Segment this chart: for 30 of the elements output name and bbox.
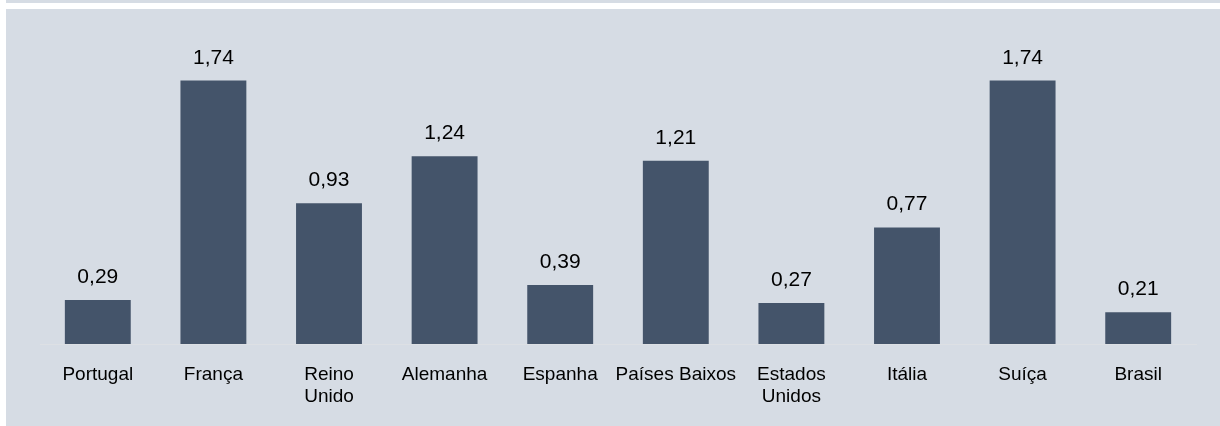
bar xyxy=(1105,312,1172,344)
x-tick-label: Alemanha xyxy=(401,362,488,384)
bar xyxy=(527,284,594,344)
data-label: 1,24 xyxy=(424,120,466,144)
x-tick-label: Itália xyxy=(886,362,928,384)
x-tick-label: Reino Unido xyxy=(304,362,354,407)
data-label: 0,39 xyxy=(539,248,581,272)
x-tick-label: Estados Unidos xyxy=(757,362,826,407)
x-tick-label: Suíça xyxy=(998,362,1048,384)
data-label: 1,21 xyxy=(655,124,697,148)
bar xyxy=(411,156,478,344)
bar xyxy=(874,227,940,344)
bar xyxy=(989,80,1056,344)
data-label: 0,93 xyxy=(308,167,350,191)
data-label: 0,27 xyxy=(770,267,812,291)
bar xyxy=(64,300,131,344)
data-label: 1,74 xyxy=(192,44,235,68)
bar xyxy=(296,203,362,344)
x-tick-label: Brasil xyxy=(1114,362,1162,384)
bar xyxy=(180,80,247,344)
bar xyxy=(642,160,709,344)
data-label: 0,29 xyxy=(77,264,119,288)
data-label: 1,74 xyxy=(1002,44,1044,68)
data-label: 0,77 xyxy=(886,191,928,215)
bar xyxy=(758,303,825,344)
x-tick-label: Portugal xyxy=(62,362,134,384)
x-tick-label: França xyxy=(183,362,244,384)
x-tick-label: Países Baixos xyxy=(615,362,736,384)
x-tick-label: Espanha xyxy=(522,362,599,384)
data-label: 0,21 xyxy=(1117,276,1159,300)
